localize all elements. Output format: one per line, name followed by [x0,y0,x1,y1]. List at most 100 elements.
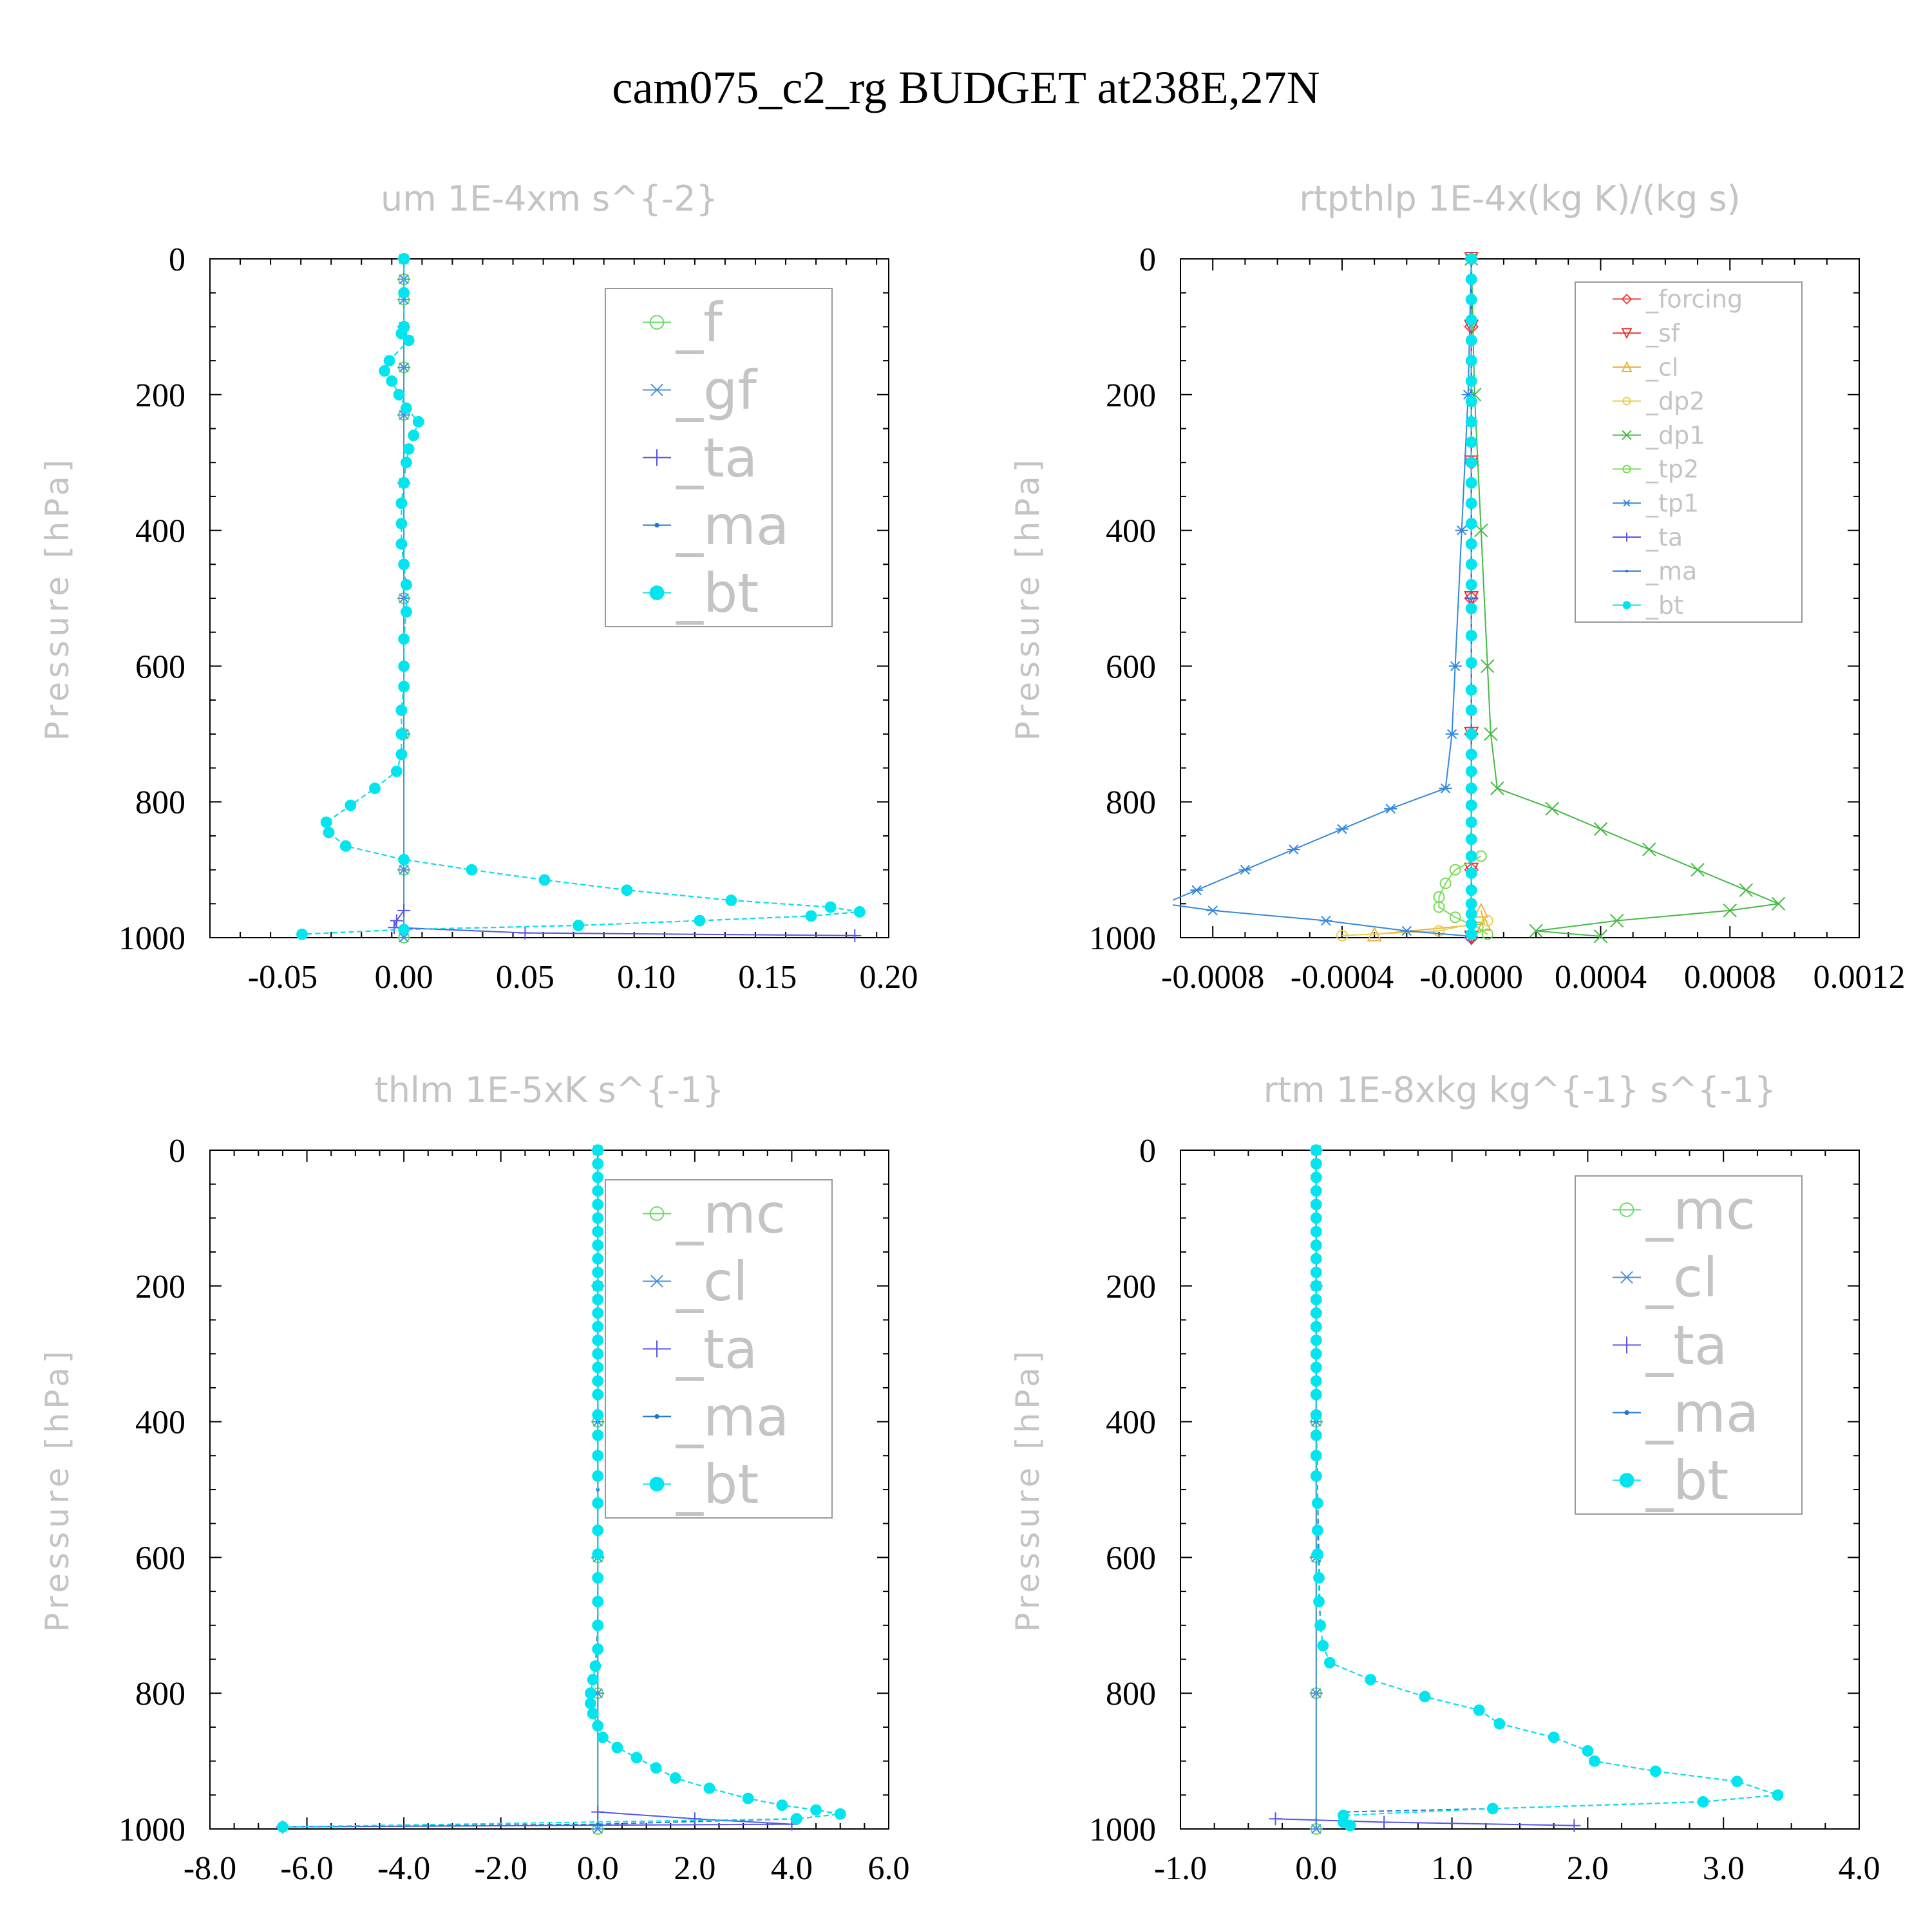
y-axis-label: Pressure [hPa] [39,456,76,741]
legend-marker [1622,601,1631,609]
data-point [853,906,866,918]
x-tick-label: -8.0 [184,1850,236,1887]
x-tick-label: 0.0 [1295,1850,1337,1887]
y-tick-label: 1000 [1089,920,1156,957]
data-point [1465,538,1477,550]
data-point [1312,1548,1323,1560]
legend-label: _bt [676,562,759,625]
data-point [1465,898,1477,910]
data-point [1529,923,1543,938]
data-point [805,910,817,922]
data-point [383,355,395,366]
legend: _forcing _sf _cl _dp2 _dp1 _tp2 _tp1 _ta _ma _bt [1575,281,1803,623]
legend-marker [1622,430,1632,440]
data-point [1310,1450,1322,1462]
legend-label: _cl [676,1250,748,1313]
data-point [592,1307,604,1319]
legend-marker [1618,1336,1635,1354]
x-tick-label: 0.0004 [1555,959,1647,996]
data-point [1465,705,1477,716]
data-point [1310,1266,1322,1278]
legend-marker [654,522,659,528]
data-point [386,375,398,387]
data-point [669,1772,681,1784]
data-point [1310,1198,1322,1211]
data-point [1474,523,1488,538]
legend-marker [1625,569,1628,573]
legend-label: _bt [1645,591,1683,620]
data-point [1439,877,1452,889]
data-point [592,1171,604,1184]
data-point [395,518,408,529]
y-tick-label: 800 [135,1676,185,1712]
legend-label: _mc [1645,1179,1756,1242]
panel-title: um 1E-4xm s^{-2} [381,178,718,219]
data-point [592,1619,604,1631]
data-point [466,864,478,876]
data-point [398,681,410,692]
data-point [397,933,411,943]
y-tick-label: 1000 [118,920,185,957]
data-point [1465,833,1477,846]
chart-panel-2: rtpthlp 1E-4x(kg K)/(kg s) Pressure [hPa]… [1009,178,1906,996]
data-point [703,1782,715,1794]
data-point [592,1524,604,1537]
legend-label: _mc [676,1182,786,1245]
figure-title: cam075_c2_rg BUDGET at238E,27N [612,62,1320,113]
data-point [592,1185,604,1197]
series-line [1315,1150,1778,1826]
data-point [791,1813,802,1825]
y-tick-label: 200 [135,377,185,414]
data-point [1312,1497,1323,1509]
data-point [402,334,415,346]
legend-label: _tp1 [1645,489,1699,518]
data-point [1465,630,1477,641]
chart-panel-1: um 1E-4xm s^{-2} Pressure [hPa] 0 200 400 600… [39,178,918,996]
data-point [1310,1185,1322,1197]
data-point [592,1450,604,1462]
series-line [282,1811,792,1828]
legend-label: _sf [1645,319,1681,348]
data-point [1314,1619,1327,1631]
data-point [1465,436,1477,448]
data-point [694,914,706,927]
data-point [1481,659,1495,674]
data-point [398,853,410,866]
data-point [1455,525,1468,536]
data-point [1465,816,1477,828]
data-point [1335,824,1349,835]
x-tick-label: 1.0 [1431,1850,1473,1887]
series-group [296,253,866,943]
data-point [1465,684,1477,696]
legend-marker [649,585,665,600]
y-tick-label: 600 [135,1540,185,1577]
data-point [1481,928,1493,940]
data-point [1465,477,1477,489]
data-point [1465,558,1477,571]
data-point [592,1470,604,1482]
data-point [573,920,585,931]
data-point [398,477,410,489]
series-line [1470,258,1781,937]
data-point [1449,864,1461,876]
x-tick-label: -4.0 [377,1850,430,1887]
legend-marker [1618,1271,1635,1284]
data-point [1465,273,1477,285]
data-point [688,1812,701,1826]
series-ta [1269,1812,1581,1832]
data-point [1465,355,1477,366]
data-point [323,826,335,838]
legend-label: _cl [1645,1246,1718,1309]
legend-label: _ma [676,494,789,557]
data-point [1473,902,1489,918]
legend-marker [1622,397,1631,406]
data-point [592,1375,604,1387]
data-point [1310,1409,1322,1421]
legend-marker [1619,1202,1634,1217]
data-point [401,606,412,618]
data-point [591,1824,605,1834]
series-bt [1465,253,1477,940]
y-tick-label: 800 [1106,784,1156,821]
x-tick-label: 3.0 [1703,1850,1745,1887]
data-point [592,1596,604,1607]
